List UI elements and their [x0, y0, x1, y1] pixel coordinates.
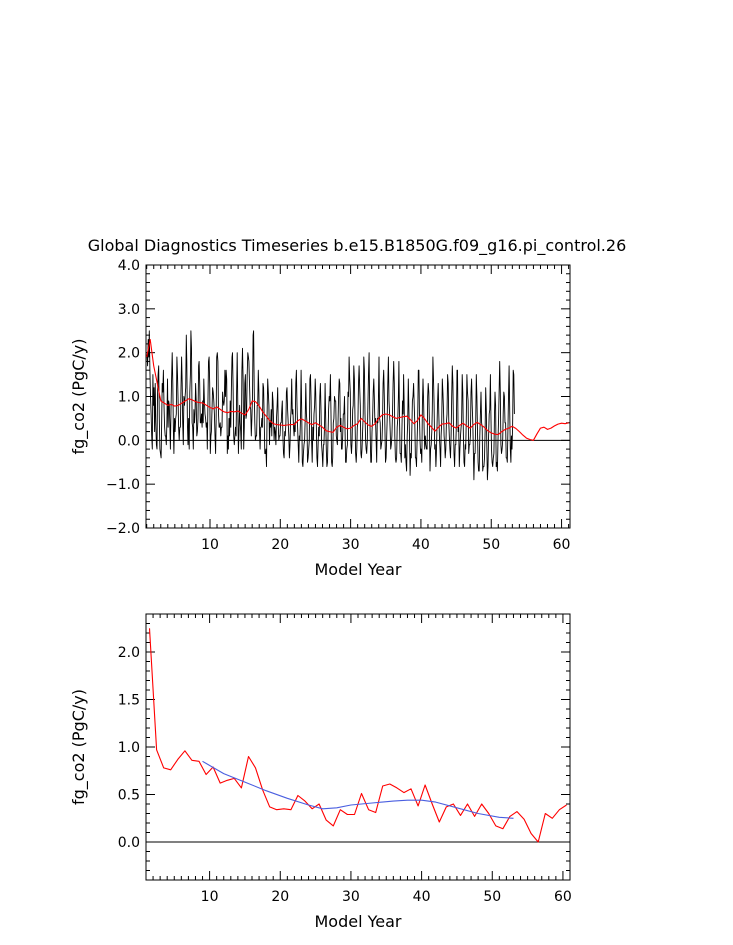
top-y-tick-label: 3.0 [118, 302, 140, 318]
bottom-y-tick-label: 1.5 [118, 693, 140, 709]
top-y-tick-label: −1.0 [106, 477, 140, 493]
bottom-x-axis-title: Model Year [315, 912, 402, 931]
top-y-tick-label: 1.0 [118, 390, 140, 406]
top-x-tick-label: 30 [342, 537, 360, 553]
top-x-tick-label: 50 [482, 537, 500, 553]
bottom-x-tick-label: 60 [554, 889, 572, 905]
bottom-x-tick-label: 50 [483, 889, 501, 905]
bottom-series-smoothed [202, 760, 514, 819]
bottom-x-tick-label: 10 [201, 889, 219, 905]
bottom-series-annual-mean [148, 628, 567, 843]
top-x-tick-label: 40 [412, 537, 430, 553]
bottom-y-tick-label: 0.5 [118, 788, 140, 804]
bottom-y-tick-label: 0.0 [118, 835, 140, 851]
top-x-tick-label: 20 [271, 537, 289, 553]
figure-title: Global Diagnostics Timeseries b.e15.B185… [88, 236, 627, 256]
top-y-tick-label: 0.0 [118, 433, 140, 449]
bottom-x-tick-label: 40 [413, 889, 431, 905]
top-x-axis-title: Model Year [315, 560, 402, 579]
top-series-monthly [146, 330, 515, 481]
bottom-y-tick-label: 1.0 [118, 740, 140, 756]
bottom-x-tick-label: 20 [271, 889, 289, 905]
top-x-tick-label: 10 [201, 537, 219, 553]
bottom-y-axis-title: fg_co2 (PgC/y) [69, 689, 89, 805]
bottom-x-tick-label: 30 [342, 889, 360, 905]
top-y-tick-label: −2.0 [106, 521, 140, 537]
bottom-timeseries-panel: 10 20 30 40 50 60 0.0 0.5 1.0 1.5 2.0 Model Year fg_… [69, 613, 572, 931]
bottom-y-tick-label: 2.0 [118, 645, 140, 661]
top-y-tick-label: 2.0 [118, 346, 140, 362]
top-timeseries-panel: 10 20 30 40 50 60 −2.0 −1.0 0.0 1.0 2.0 3.0 4.0 Model… [69, 258, 571, 579]
top-x-tick-label: 60 [553, 537, 571, 553]
top-y-axis-title: fg_co2 (PgC/y) [69, 339, 89, 455]
bottom-plot-frame [145, 613, 571, 881]
top-series-annual-running-mean [146, 338, 569, 441]
top-y-tick-label: 4.0 [118, 258, 140, 274]
